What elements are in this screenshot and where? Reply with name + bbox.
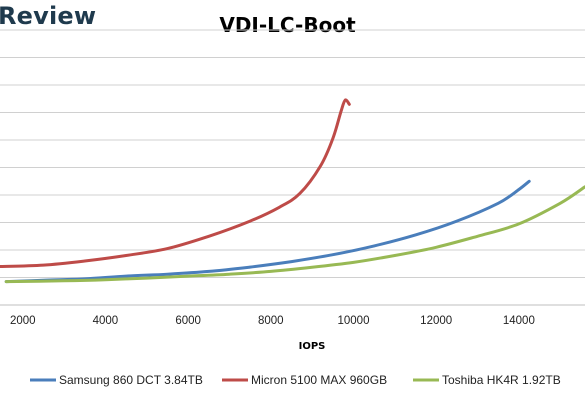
legend-label-1: Samsung 860 DCT 3.84TB — [59, 373, 203, 387]
brand-logo-text: Review — [0, 2, 97, 30]
x-tick-label: 6000 — [175, 315, 201, 327]
x-axis-title: IOPS — [299, 341, 326, 352]
x-tick-label: 8000 — [258, 315, 284, 327]
x-tick-label: 10000 — [337, 315, 369, 327]
legend-label-3: Toshiba HK4R 1.92TB — [442, 373, 561, 387]
chart-title: VDI-LC-Boot — [219, 13, 356, 37]
x-tick-label: 4000 — [93, 315, 119, 327]
series-line-1 — [4, 179, 531, 284]
x-tick-label: 2000 — [10, 315, 36, 327]
series-line-2 — [0, 98, 351, 268]
x-tick-label: 14000 — [503, 315, 535, 327]
legend-label-2: Micron 5100 MAX 960GB — [251, 373, 387, 387]
x-tick-label: 12000 — [420, 315, 452, 327]
series-line-3 — [4, 185, 585, 284]
